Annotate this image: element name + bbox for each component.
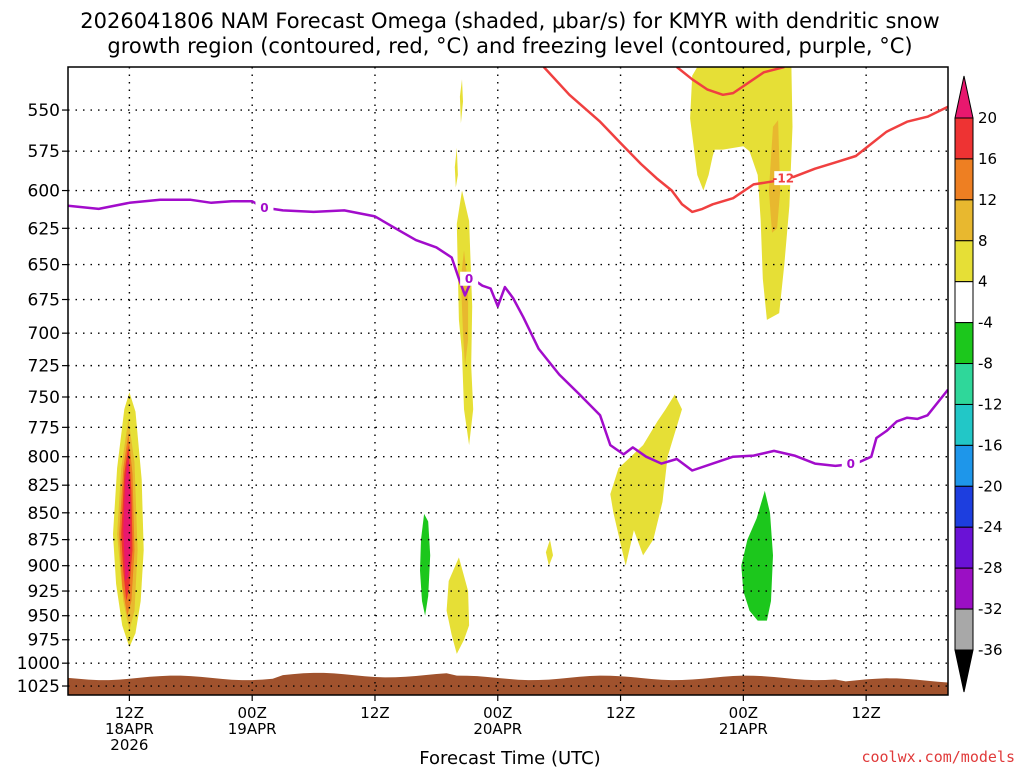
colorbar-segment-1 bbox=[954, 158, 974, 201]
contour-lines: 0 0 0 -12 bbox=[68, 67, 948, 472]
y-tick-label-850: 850 bbox=[28, 504, 60, 524]
omega-region-neg4-7 bbox=[413, 187, 426, 310]
y-tick-label-1000: 1000 bbox=[17, 654, 60, 674]
colorbar-segment-10 bbox=[954, 526, 974, 569]
x-axis-label: Forecast Time (UTC) bbox=[419, 748, 600, 768]
y-tick-label-725: 725 bbox=[28, 357, 60, 377]
y-tick-label-750: 750 bbox=[28, 388, 60, 408]
omega-region-4-13 bbox=[459, 79, 463, 124]
y-tick-label-775: 775 bbox=[28, 418, 60, 438]
omega-region-neg4-10 bbox=[477, 356, 488, 457]
omega-region-4-14 bbox=[454, 147, 458, 188]
terrain-fill bbox=[68, 672, 948, 695]
x-tick-label-66-1: 21APR bbox=[719, 720, 768, 738]
colorbar-segment-2 bbox=[954, 199, 974, 242]
y-tick-label-550: 550 bbox=[28, 101, 60, 121]
colorbar-segment-0 bbox=[954, 117, 974, 160]
colorbar-segment-6 bbox=[954, 363, 974, 405]
colorbar-label-9: -20 bbox=[978, 477, 1003, 495]
omega-region-4-12 bbox=[446, 557, 470, 654]
x-tick-label-30-0: 12Z bbox=[360, 704, 389, 722]
colorbar-segment-5 bbox=[954, 322, 974, 365]
y-tick-label-800: 800 bbox=[28, 448, 60, 468]
colorbar-segment-9 bbox=[954, 485, 974, 528]
colorbar-label-5: -4 bbox=[978, 314, 993, 332]
colorbar-label-1: 16 bbox=[978, 150, 997, 168]
y-tick-label-600: 600 bbox=[28, 182, 60, 202]
colorbar-label-0: 20 bbox=[978, 109, 997, 127]
x-tick-label-6-2: 2026 bbox=[110, 736, 148, 754]
omega-region-4-16 bbox=[610, 394, 682, 566]
y-tick-label-650: 650 bbox=[28, 256, 60, 276]
freezing-label-3: 0 bbox=[847, 457, 855, 471]
y-tick-label-900: 900 bbox=[28, 557, 60, 577]
colorbar-segment-7 bbox=[954, 403, 974, 446]
dgz-minus12-contour bbox=[542, 67, 948, 214]
freezing-label-2-bg bbox=[460, 271, 479, 286]
omega-region-4-15 bbox=[545, 539, 553, 566]
x-tick-label-66-0: 00Z bbox=[729, 704, 758, 722]
x-tick-label-6-1: 18APR bbox=[105, 720, 154, 738]
x-tick-label-54-0: 12Z bbox=[606, 704, 635, 722]
colorbar-segment-12 bbox=[954, 608, 974, 651]
colorbar-label-3: 8 bbox=[978, 232, 988, 250]
colorbar: 20 16 12 8 4 -4 -8 -12 -16 -20 -24 -28 -32 -36 bbox=[954, 75, 1003, 693]
y-tick-label-675: 675 bbox=[28, 291, 60, 311]
omega-region-4-19 bbox=[690, 67, 793, 320]
y-tick-label-875: 875 bbox=[28, 531, 60, 551]
colorbar-label-4: 4 bbox=[978, 273, 988, 291]
y-tick-label-1025: 1025 bbox=[17, 677, 60, 697]
chart-title-line-2: growth region (contoured, red, °C) and f… bbox=[107, 34, 912, 58]
colorbar-bottom-arrow bbox=[954, 649, 974, 693]
y-tick-label-700: 700 bbox=[28, 324, 60, 344]
credit-text: coolwx.com/models bbox=[861, 748, 1015, 766]
plot-frame bbox=[67, 66, 949, 696]
omega-shading bbox=[113, 67, 795, 656]
dgz-minus12-label: -12 bbox=[772, 172, 794, 186]
chart-title-line-1: 2026041806 NAM Forecast Omega (shaded, μ… bbox=[80, 9, 939, 33]
omega-region-20-4 bbox=[123, 456, 131, 581]
dgz-upper-contour bbox=[676, 67, 785, 97]
colorbar-label-6: -8 bbox=[978, 355, 993, 373]
freezing-label-2: 0 bbox=[465, 272, 473, 286]
colorbar-segment-8 bbox=[954, 444, 974, 487]
freezing-label-1-bg bbox=[255, 200, 274, 215]
x-tick-label-42-0: 00Z bbox=[483, 704, 512, 722]
y-tick-label-975: 975 bbox=[28, 631, 60, 651]
colorbar-segment-4 bbox=[954, 281, 974, 324]
y-tick-label-825: 825 bbox=[28, 476, 60, 496]
freezing-label-1: 0 bbox=[260, 201, 268, 215]
x-tick-label-18-1: 19APR bbox=[228, 720, 277, 738]
plot-area bbox=[68, 67, 948, 695]
x-tick-label-78-0: 12Z bbox=[851, 704, 880, 722]
dgz-minus12-label-bg bbox=[774, 171, 793, 186]
x-tick-label-18-0: 00Z bbox=[237, 704, 266, 722]
omega-region-neg8-18 bbox=[741, 490, 773, 621]
colorbar-segment-11 bbox=[954, 567, 974, 610]
terrain-layer bbox=[68, 672, 948, 695]
colorbar-label-7: -12 bbox=[978, 395, 1003, 413]
x-tick-label-42-1: 20APR bbox=[473, 720, 522, 738]
omega-region-neg4-5 bbox=[383, 361, 445, 652]
colorbar-label-10: -24 bbox=[978, 518, 1003, 536]
x-tick-label-6-0: 12Z bbox=[115, 704, 144, 722]
freezing-label-3-bg bbox=[841, 456, 860, 471]
colorbar-top-arrow bbox=[954, 75, 974, 119]
colorbar-label-12: -32 bbox=[978, 600, 1003, 618]
omega-region-neg8-6 bbox=[420, 513, 431, 616]
y-tick-label-950: 950 bbox=[28, 607, 60, 627]
y-tick-label-925: 925 bbox=[28, 582, 60, 602]
y-tick-label-575: 575 bbox=[28, 142, 60, 162]
y-axis-ticks: 550 575 600 625 650 675 700 725 750 775 800 825 850 8… bbox=[17, 101, 68, 697]
colorbar-label-11: -28 bbox=[978, 559, 1003, 577]
y-tick-label-625: 625 bbox=[28, 219, 60, 239]
colorbar-label-2: 12 bbox=[978, 191, 997, 209]
colorbar-segment-3 bbox=[954, 240, 974, 283]
colorbar-label-13: -36 bbox=[978, 641, 1003, 659]
colorbar-label-8: -16 bbox=[978, 436, 1003, 454]
